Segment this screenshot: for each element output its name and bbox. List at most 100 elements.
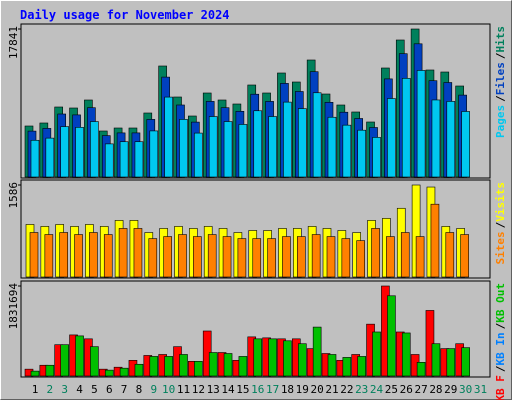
bar xyxy=(296,236,306,278)
x-tick-label: 16 xyxy=(251,383,264,396)
bar xyxy=(223,353,233,377)
bar xyxy=(342,357,352,377)
bar xyxy=(326,236,336,278)
bar xyxy=(267,238,276,278)
bar xyxy=(460,234,469,278)
bar xyxy=(342,124,352,178)
bar xyxy=(30,139,40,178)
x-tick-label: 18 xyxy=(281,383,294,396)
bar xyxy=(268,116,277,178)
bar xyxy=(268,338,277,377)
bar xyxy=(400,232,410,278)
bar xyxy=(134,141,144,178)
bar xyxy=(282,236,291,278)
bar xyxy=(223,121,233,178)
bar xyxy=(356,240,366,278)
bar xyxy=(297,343,307,377)
legend: KB F/KB In/KB Out xyxy=(494,283,507,400)
bar xyxy=(119,367,129,377)
bar xyxy=(372,331,381,377)
legend-separator: / xyxy=(494,95,507,102)
bar xyxy=(341,238,351,278)
x-tick-label: 28 xyxy=(429,383,442,396)
x-tick-label: 14 xyxy=(221,383,235,396)
bar xyxy=(75,335,84,377)
legend-entry: Hits xyxy=(494,26,507,53)
x-tick-label: 25 xyxy=(385,383,398,396)
x-tick-label: 6 xyxy=(106,383,113,396)
bar xyxy=(193,236,202,278)
x-tick-label: 8 xyxy=(136,383,143,396)
bar xyxy=(90,121,99,178)
bar xyxy=(89,232,98,278)
bar xyxy=(327,116,337,178)
bar xyxy=(104,369,114,377)
bar xyxy=(44,234,54,278)
bar xyxy=(207,234,217,278)
x-tick-label: 9 xyxy=(150,383,157,396)
bar xyxy=(425,310,435,377)
x-tick-label: 19 xyxy=(296,383,309,396)
x-tick-label: 2 xyxy=(47,383,54,396)
bar xyxy=(416,70,426,178)
bar xyxy=(357,356,367,377)
bar xyxy=(430,203,440,278)
bar xyxy=(179,354,188,377)
x-tick-label: 26 xyxy=(400,383,413,396)
bar xyxy=(297,108,307,178)
legend-entry: Pages xyxy=(494,105,507,138)
x-tick-label: 5 xyxy=(91,383,98,396)
bar xyxy=(133,228,143,278)
x-tick-label: 22 xyxy=(340,383,353,396)
x-tick-label: 15 xyxy=(236,383,249,396)
bar xyxy=(90,346,99,377)
bar xyxy=(372,137,381,178)
x-tick-label: 20 xyxy=(311,383,324,396)
legend: Sites /Visits xyxy=(494,182,507,265)
bar xyxy=(252,238,262,278)
legend-entry: KB In xyxy=(494,332,507,365)
bar xyxy=(312,92,322,178)
bar xyxy=(283,101,292,178)
legend-separator: / xyxy=(494,365,507,372)
bar xyxy=(30,370,40,377)
bar xyxy=(401,78,411,178)
bar xyxy=(253,110,263,178)
bar xyxy=(371,228,380,278)
legend-entry: KB Out xyxy=(494,283,507,323)
bar xyxy=(74,234,83,278)
bar xyxy=(164,356,173,377)
bar xyxy=(283,340,292,377)
bar xyxy=(179,119,188,178)
bar xyxy=(208,116,218,178)
x-tick-label: 10 xyxy=(162,383,175,396)
bar xyxy=(237,238,247,278)
bar xyxy=(45,137,55,178)
x-tick-label: 17 xyxy=(266,383,279,396)
bar xyxy=(148,238,158,278)
bar xyxy=(134,363,144,377)
x-tick-label: 12 xyxy=(192,383,205,396)
x-tick-label: 7 xyxy=(121,383,128,396)
bar xyxy=(386,236,395,278)
bar xyxy=(461,347,470,377)
bar xyxy=(253,338,263,377)
x-tick-label: 24 xyxy=(370,383,384,396)
legend-separator: / xyxy=(494,52,507,59)
bar xyxy=(415,236,425,278)
legend-entry: Visits xyxy=(494,182,507,222)
bar xyxy=(194,361,203,377)
x-tick-label: 30 xyxy=(459,383,472,396)
x-tick-label: 13 xyxy=(207,383,220,396)
y-max-label: 1831694 xyxy=(7,283,20,330)
bar xyxy=(461,111,470,178)
bar xyxy=(446,101,456,178)
legend-separator: / xyxy=(494,322,507,329)
bar xyxy=(445,232,455,278)
x-tick-label: 3 xyxy=(61,383,68,396)
bar xyxy=(119,141,129,178)
bar xyxy=(208,352,218,377)
